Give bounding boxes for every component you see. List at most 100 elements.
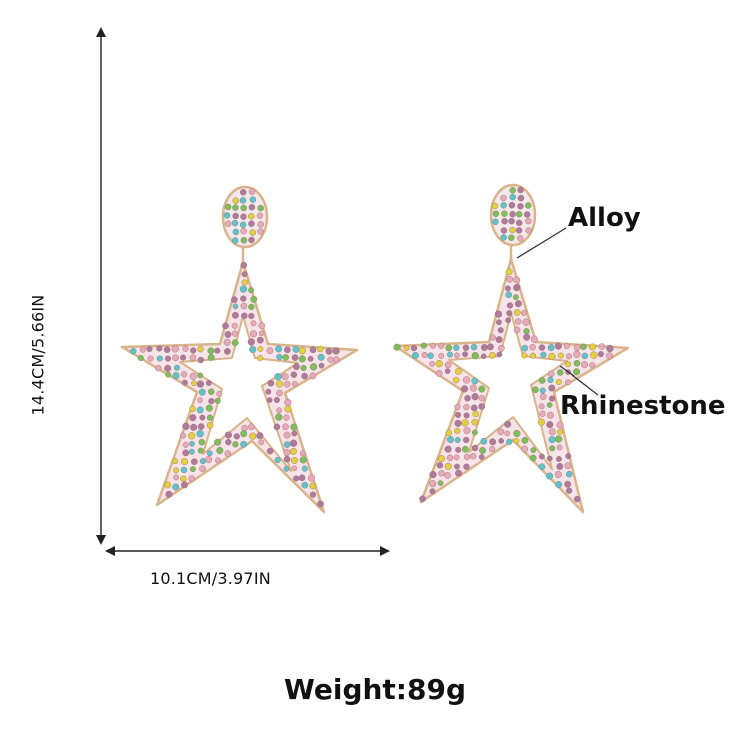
rhinestone (523, 328, 530, 335)
rhinestone (492, 210, 500, 217)
rhinestone (249, 330, 257, 338)
rhinestone (199, 458, 206, 465)
rhinestone (240, 302, 248, 310)
rhinestone (309, 491, 317, 498)
earring-right (393, 183, 630, 514)
rhinestone (308, 474, 316, 482)
rhinestone (231, 219, 239, 227)
rhinestone (556, 456, 562, 462)
rhinestone (223, 212, 231, 219)
rhinestone (461, 385, 469, 393)
rhinestone (165, 371, 172, 378)
rhinestone (515, 227, 523, 234)
rhinestone (240, 440, 248, 448)
rhinestone (506, 275, 514, 283)
rhinestone (239, 197, 247, 204)
rhinestone (258, 330, 265, 337)
rhinestone (301, 481, 309, 489)
rhinestone (300, 365, 307, 372)
rhinestone (540, 351, 547, 358)
rhinestone (155, 364, 162, 372)
rhinestone (581, 352, 588, 360)
rhinestone (509, 187, 516, 194)
rhinestone (207, 347, 215, 355)
rhinestone (574, 495, 581, 503)
rhinestone (580, 343, 587, 350)
rhinestone (301, 372, 308, 380)
rhinestone (189, 372, 197, 380)
rhinestone (513, 438, 520, 445)
rhinestone (462, 351, 468, 358)
rhinestone (284, 346, 291, 354)
rhinestone (463, 376, 471, 384)
rhinestone (283, 380, 291, 388)
rhinestone (478, 403, 486, 410)
rhinestone (164, 364, 172, 372)
rhinestone (190, 423, 198, 431)
rhinestone (471, 352, 479, 360)
rhinestone (248, 287, 255, 294)
rhinestone (283, 455, 291, 463)
rhinestone (438, 455, 445, 462)
rhinestone (521, 352, 528, 359)
rhinestone (247, 338, 255, 346)
rhinestone (504, 285, 511, 292)
rhinestone (172, 458, 179, 465)
rhinestone (206, 414, 214, 421)
rhinestone (139, 346, 146, 353)
rhinestone (597, 351, 604, 358)
rhinestone (521, 309, 528, 316)
rhinestone (463, 453, 471, 461)
stud-stones-right (491, 186, 532, 242)
rhinestone (181, 371, 188, 378)
rhinestone (515, 318, 522, 325)
rhinestone (480, 344, 488, 351)
rhinestone (530, 352, 537, 359)
rhinestone (283, 466, 290, 472)
rhinestone (444, 472, 451, 479)
rhinestone (486, 343, 494, 351)
rhinestone (290, 439, 298, 447)
rhinestone (241, 271, 248, 278)
rhinestone (495, 319, 502, 326)
rhinestone (180, 354, 187, 361)
rhinestone (231, 330, 239, 337)
rhinestone (257, 346, 264, 352)
rhinestone (250, 320, 257, 327)
rhinestone (489, 446, 496, 453)
rhinestone (435, 369, 443, 377)
rhinestone (189, 466, 196, 472)
rhinestone (461, 419, 469, 427)
rhinestone (292, 345, 300, 353)
rhinestone (453, 454, 460, 461)
rhinestone (500, 194, 507, 202)
rhinestone (232, 197, 239, 204)
rhinestone (469, 384, 477, 392)
rhinestone (301, 465, 308, 472)
rhinestone (557, 369, 564, 376)
rhinestone (309, 482, 317, 490)
rhinestone (508, 234, 515, 241)
rhinestone (463, 436, 470, 444)
rhinestone (240, 227, 247, 235)
rhinestone (463, 427, 471, 435)
rhinestone (501, 217, 508, 225)
rhinestone (197, 372, 204, 379)
rhinestone (172, 483, 180, 491)
rhinestone (516, 210, 523, 218)
rhinestone (498, 438, 505, 444)
rhinestone (427, 352, 434, 359)
rhinestone (276, 353, 283, 361)
rhinestone (198, 388, 206, 396)
rhinestone (182, 345, 189, 352)
rhinestone (224, 331, 232, 338)
rhinestone (590, 351, 598, 359)
rhinestone (529, 454, 537, 462)
weight-label: Weight:89g (283, 673, 467, 706)
rhinestone (325, 347, 333, 355)
rhinestone (429, 361, 435, 367)
rhinestone (463, 412, 470, 419)
rhinestone (530, 447, 537, 453)
rhinestone (547, 411, 554, 419)
rhinestone (539, 410, 546, 417)
